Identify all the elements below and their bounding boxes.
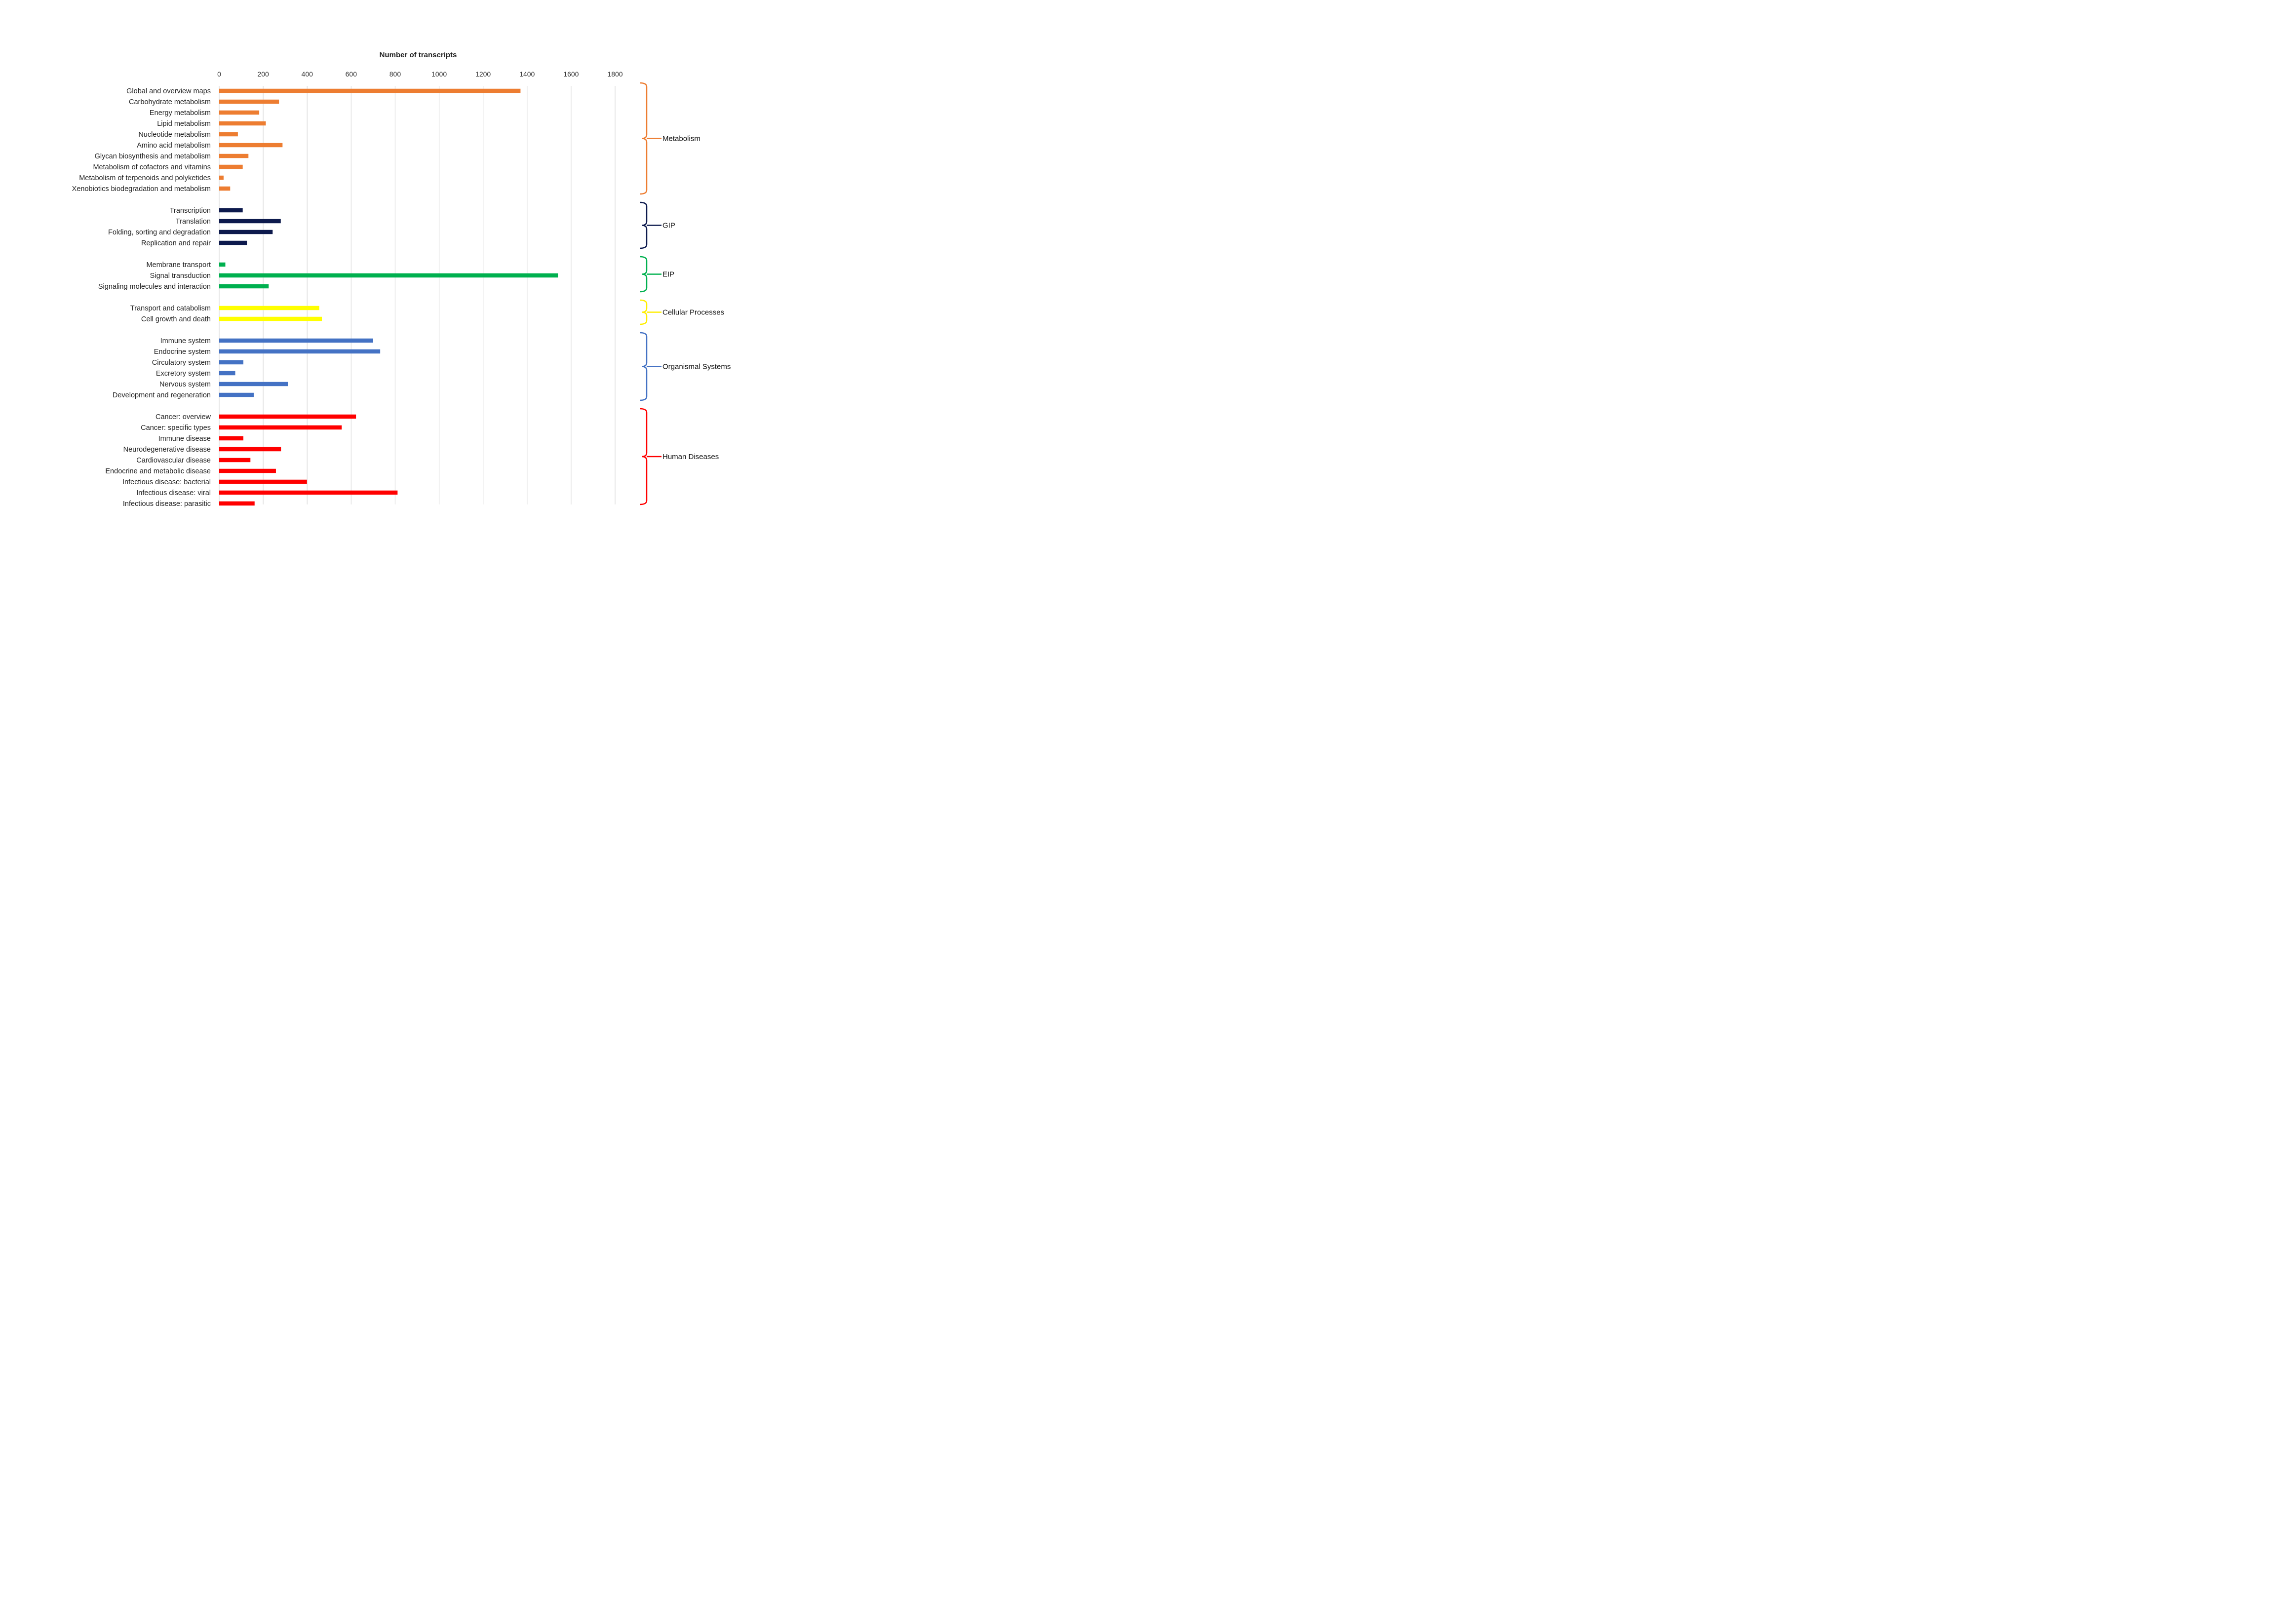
gridlines — [219, 86, 616, 504]
category-label: Neurodegenerative disease — [123, 446, 211, 454]
bar-development-and-regeneration — [219, 392, 254, 397]
bar-membrane-transport — [219, 262, 226, 267]
category-label: Transcription — [170, 207, 211, 215]
bar-nervous-system — [219, 382, 288, 386]
group-label-eip: EIP — [662, 270, 674, 279]
x-tick-label: 1000 — [431, 70, 447, 78]
x-tick-label: 1800 — [607, 70, 623, 78]
group-label-organismal-systems: Organismal Systems — [662, 363, 731, 371]
bar-excretory-system — [219, 371, 235, 376]
bar-nucleotide-metabolism — [219, 132, 238, 137]
category-label: Nucleotide metabolism — [138, 131, 211, 139]
category-label: Endocrine system — [154, 348, 211, 356]
bracket-organismal-systems — [639, 332, 648, 401]
category-labels: Global and overview maps Carbohydrate met… — [72, 87, 211, 508]
category-label: Circulatory system — [152, 359, 211, 367]
category-label: Translation — [176, 218, 211, 226]
bar-endocrine-system — [219, 349, 381, 354]
bar-cancer-overview — [219, 414, 356, 419]
bar-amino-acid-metabolism — [219, 143, 283, 148]
category-label: Cancer: overview — [156, 413, 211, 421]
category-label: Nervous system — [159, 381, 211, 388]
bracket-metabolism — [639, 82, 648, 195]
x-tick-label: 800 — [389, 70, 401, 78]
category-label: Infectious disease: bacterial — [122, 478, 211, 486]
x-tick-label: 0 — [217, 70, 221, 78]
bracket-human-diseases — [639, 408, 648, 505]
bar-immune-system — [219, 338, 373, 343]
bracket-cellular-processes — [639, 299, 648, 325]
x-tick-label: 200 — [257, 70, 269, 78]
bar-endocrine-and-metabolic-disease — [219, 468, 276, 473]
category-label: Metabolism of terpenoids and polyketides — [79, 174, 211, 182]
bar-transcription — [219, 208, 243, 213]
category-label: Immune system — [160, 337, 211, 345]
bar-infectious-disease-viral — [219, 490, 398, 495]
bar-glycan-biosynthesis-and-metabolism — [219, 154, 249, 158]
bar-transport-and-catabolism — [219, 306, 319, 310]
bar-xenobiotics-biodegradation-and-metabolism — [219, 186, 231, 191]
bar-lipid-metabolism — [219, 121, 266, 126]
category-label: Lipid metabolism — [157, 120, 211, 128]
bar-carbohydrate-metabolism — [219, 99, 279, 104]
group-brackets: Metabolism GIP EIP Cellular Processes Organi… — [639, 82, 731, 505]
bar-global-and-overview-maps — [219, 88, 521, 93]
x-tick-label: 1600 — [563, 70, 579, 78]
category-label: Xenobiotics biodegradation and metabolis… — [72, 185, 211, 193]
bars — [219, 88, 558, 506]
category-label: Global and overview maps — [126, 87, 211, 95]
category-label: Signal transduction — [150, 272, 211, 280]
category-label: Membrane transport — [146, 261, 211, 269]
group-label-cellular-processes: Cellular Processes — [662, 308, 724, 317]
category-label: Signaling molecules and interaction — [98, 283, 211, 291]
category-label: Folding, sorting and degradation — [108, 229, 211, 236]
bar-infectious-disease-bacterial — [219, 479, 307, 484]
category-label: Development and regeneration — [113, 391, 211, 399]
bracket-eip — [639, 256, 648, 293]
category-label: Glycan biosynthesis and metabolism — [95, 153, 211, 160]
chart: Number of transcripts 0 200 400 600 800 1000 1… — [72, 51, 731, 508]
x-axis-ticks: 0 200 400 600 800 1000 1200 1400 1600 1800 — [217, 70, 623, 78]
category-label: Endocrine and metabolic disease — [105, 467, 211, 475]
group-label-gip: GIP — [662, 222, 675, 230]
category-label: Carbohydrate metabolism — [129, 98, 211, 106]
category-label: Cancer: specific types — [141, 424, 211, 432]
bar-immune-disease — [219, 436, 244, 441]
bar-metabolism-of-cofactors-and-vitamins — [219, 164, 243, 169]
category-label: Cell growth and death — [141, 315, 211, 323]
bracket-gip — [639, 201, 648, 249]
group-label-human-diseases: Human Diseases — [662, 453, 719, 461]
x-tick-label: 1400 — [519, 70, 535, 78]
category-label: Infectious disease: parasitic — [123, 500, 211, 508]
category-label: Infectious disease: viral — [136, 489, 211, 497]
bar-folding-sorting-and-degradation — [219, 230, 273, 234]
bar-energy-metabolism — [219, 110, 260, 115]
bar-infectious-disease-parasitic — [219, 501, 255, 506]
bar-circulatory-system — [219, 360, 244, 365]
bar-replication-and-repair — [219, 240, 247, 245]
bar-metabolism-of-terpenoids-and-polyketides — [219, 175, 224, 180]
category-label: Energy metabolism — [150, 109, 211, 117]
x-tick-label: 1200 — [475, 70, 491, 78]
bar-cardiovascular-disease — [219, 458, 251, 462]
category-label: Excretory system — [156, 370, 211, 378]
bar-translation — [219, 219, 281, 224]
x-tick-label: 400 — [302, 70, 313, 78]
group-label-metabolism: Metabolism — [662, 135, 700, 143]
category-label: Cardiovascular disease — [136, 457, 211, 464]
bar-cell-growth-and-death — [219, 316, 322, 321]
x-tick-label: 600 — [346, 70, 357, 78]
bar-cancer-specific-types — [219, 425, 342, 430]
category-label: Metabolism of cofactors and vitamins — [93, 163, 211, 171]
category-label: Amino acid metabolism — [137, 142, 211, 150]
category-label: Immune disease — [158, 435, 211, 443]
x-axis-title: Number of transcripts — [380, 51, 457, 59]
category-label: Replication and repair — [141, 239, 211, 247]
bar-signaling-molecules-and-interaction — [219, 284, 269, 289]
category-label: Transport and catabolism — [130, 305, 211, 312]
bar-neurodegenerative-disease — [219, 447, 281, 452]
bar-signal-transduction — [219, 273, 558, 278]
